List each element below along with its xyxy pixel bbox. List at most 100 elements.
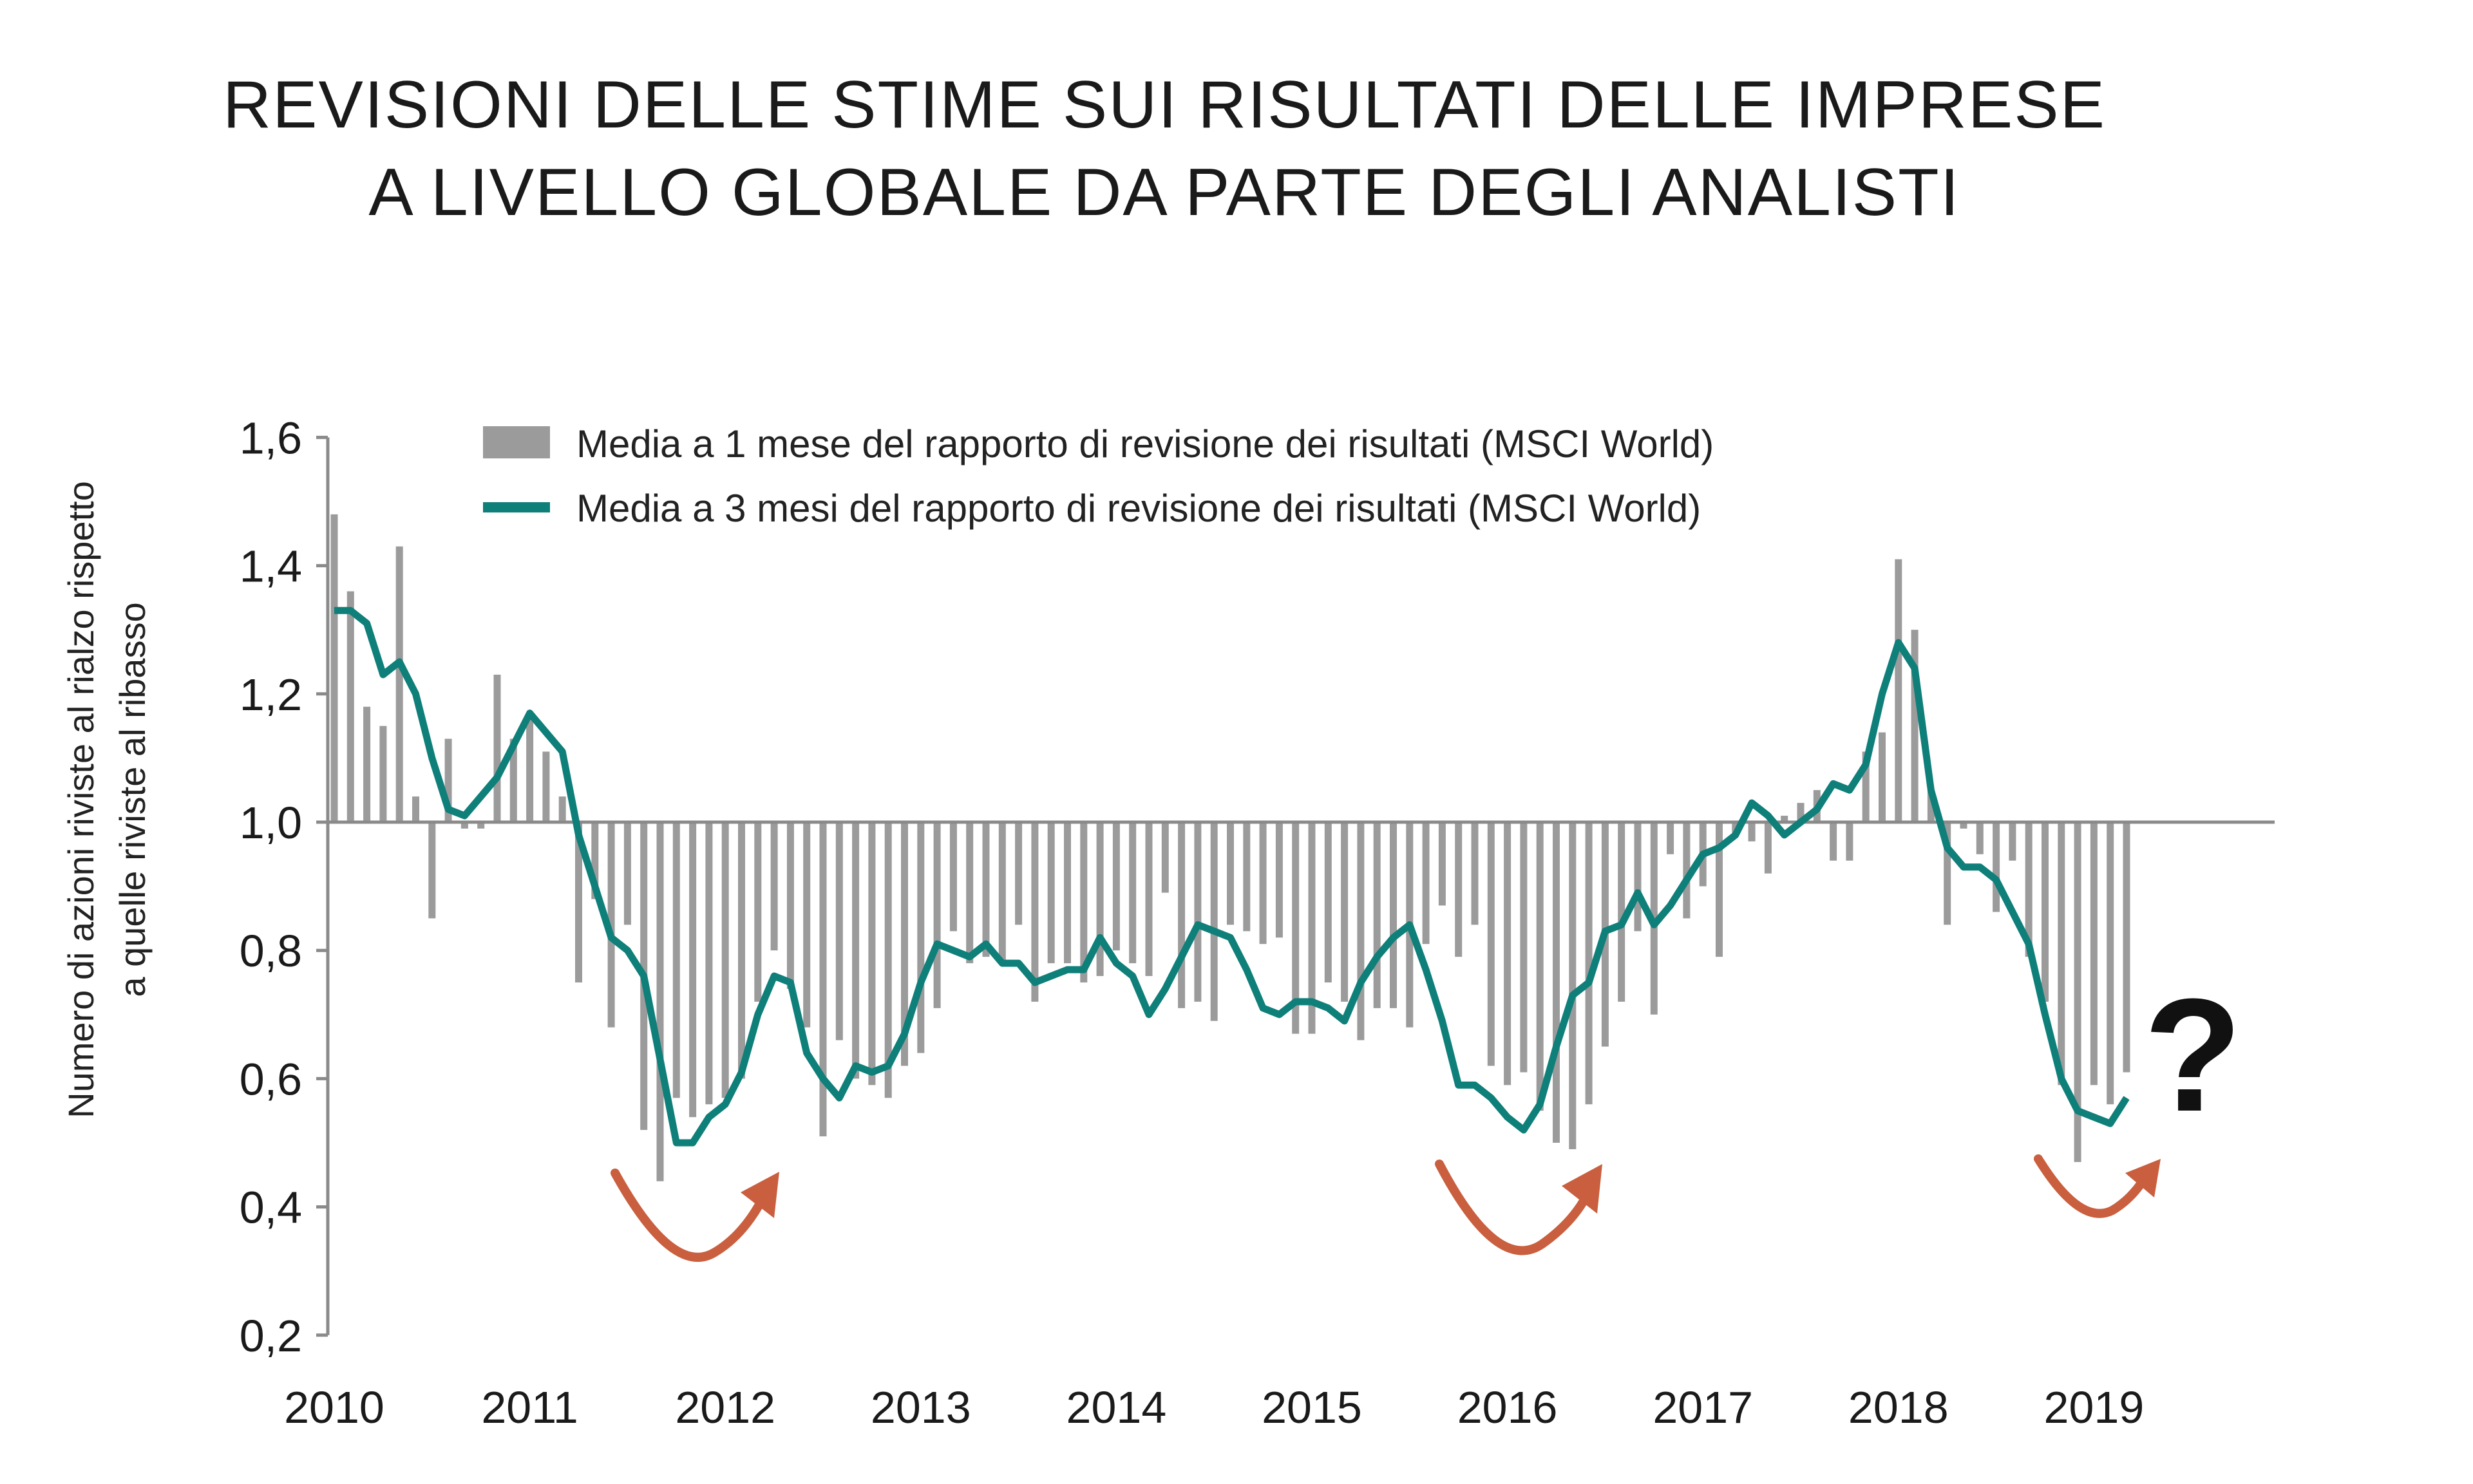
legend-swatch-line [483, 502, 550, 512]
x-tick-label: 2014 [1066, 1382, 1167, 1432]
x-tick-label: 2016 [1457, 1382, 1558, 1432]
bar [1390, 822, 1397, 1008]
bar [379, 726, 386, 822]
bar [412, 796, 419, 822]
x-tick-label: 2010 [284, 1382, 384, 1432]
bar [1895, 559, 1902, 822]
bar [1243, 822, 1250, 931]
bar [999, 822, 1006, 963]
legend-swatch-bars [483, 426, 550, 458]
bar [917, 822, 924, 1053]
bar [526, 720, 533, 822]
bar [1276, 822, 1283, 937]
bar [2009, 822, 2016, 861]
bar [1048, 822, 1055, 963]
chart-title-line-1: REVISIONI DELLE STIME SUI RISULTATI DELL… [223, 68, 2106, 142]
bar [1129, 822, 1136, 963]
bar [2123, 822, 2130, 1072]
bars [331, 514, 2130, 1181]
bar [1504, 822, 1511, 1085]
bar [1846, 822, 1853, 861]
bar [331, 514, 338, 822]
bar [673, 822, 680, 1098]
bar [1325, 822, 1332, 982]
y-tick-label: 1,4 [240, 541, 302, 592]
bar [347, 591, 354, 822]
bar [494, 675, 501, 822]
bar [1488, 822, 1495, 1066]
bar [722, 822, 729, 1098]
bar [2107, 822, 2114, 1104]
bar [1765, 822, 1772, 874]
bar [1260, 822, 1267, 944]
bar [1374, 822, 1381, 1008]
bar [771, 822, 778, 950]
bar [868, 822, 875, 1085]
bar [836, 822, 843, 1040]
bar [1520, 822, 1527, 1072]
bar [1162, 822, 1169, 893]
bar [363, 707, 370, 822]
bar [1569, 822, 1576, 1149]
question-mark-annotation: ? [2144, 965, 2242, 1145]
annotation-arrows [615, 1159, 2161, 1257]
bar [657, 822, 664, 1181]
bar [950, 822, 957, 931]
legend-label-bars: Media a 1 mese del rapporto di revisione… [576, 422, 1714, 465]
x-tick-label: 2011 [481, 1382, 578, 1432]
y-tick-label: 0,2 [240, 1311, 302, 1361]
bar [1146, 822, 1153, 976]
bar [1178, 822, 1185, 1008]
x-tick-label: 2012 [675, 1382, 775, 1432]
bar [983, 822, 990, 957]
legend-label-line: Media a 3 mesi del rapporto di revisione… [576, 487, 1701, 530]
bar [2058, 822, 2065, 1085]
bar [820, 822, 827, 1136]
bar [2090, 822, 2098, 1085]
y-axis-label-line-2: a quelle riviste al ribasso [112, 602, 153, 997]
x-tick-label: 2018 [1848, 1382, 1949, 1432]
x-tick-label: 2017 [1653, 1382, 1753, 1432]
chart-title-line-2: A LIVELLO GLOBALE DA PARTE DEGLI ANALIST… [368, 155, 1960, 230]
bar [1993, 822, 2000, 912]
bar [1015, 822, 1022, 925]
bar [689, 822, 696, 1117]
bar [1064, 822, 1071, 963]
bar [966, 822, 973, 963]
x-tick-label: 2015 [1262, 1382, 1362, 1432]
bar [428, 822, 435, 918]
curved-arrow-icon [615, 1173, 763, 1257]
bar [1830, 822, 1837, 861]
bar [1341, 822, 1348, 1002]
y-tick-label: 0,8 [240, 926, 302, 976]
curved-arrow-icon [1439, 1164, 1586, 1250]
bar [1455, 822, 1462, 957]
bar [934, 822, 941, 1008]
y-tick-label: 1,6 [240, 413, 302, 463]
bar [1472, 822, 1479, 925]
bar [559, 796, 566, 822]
bar [1423, 822, 1430, 944]
y-tick-label: 0,6 [240, 1054, 302, 1104]
bar [1976, 822, 1984, 854]
bar [1879, 733, 1886, 822]
x-tick-label: 2019 [2044, 1382, 2145, 1432]
bar [1537, 822, 1544, 1111]
x-tick-label: 2013 [871, 1382, 971, 1432]
bar [705, 822, 712, 1104]
y-axis-label: Numero di azioni riviste al rialzo rispe… [61, 481, 153, 1118]
bar [754, 822, 761, 1002]
bar [2042, 822, 2049, 1002]
bar [1194, 822, 1201, 1002]
bar [1748, 822, 1756, 841]
bar [1227, 822, 1234, 925]
bar [787, 822, 794, 989]
legend: Media a 1 mese del rapporto di revisione… [483, 422, 1714, 530]
bar [1618, 822, 1625, 1002]
bar [542, 751, 549, 822]
bar [1553, 822, 1560, 1143]
bar [396, 547, 403, 822]
bar [803, 822, 810, 1028]
